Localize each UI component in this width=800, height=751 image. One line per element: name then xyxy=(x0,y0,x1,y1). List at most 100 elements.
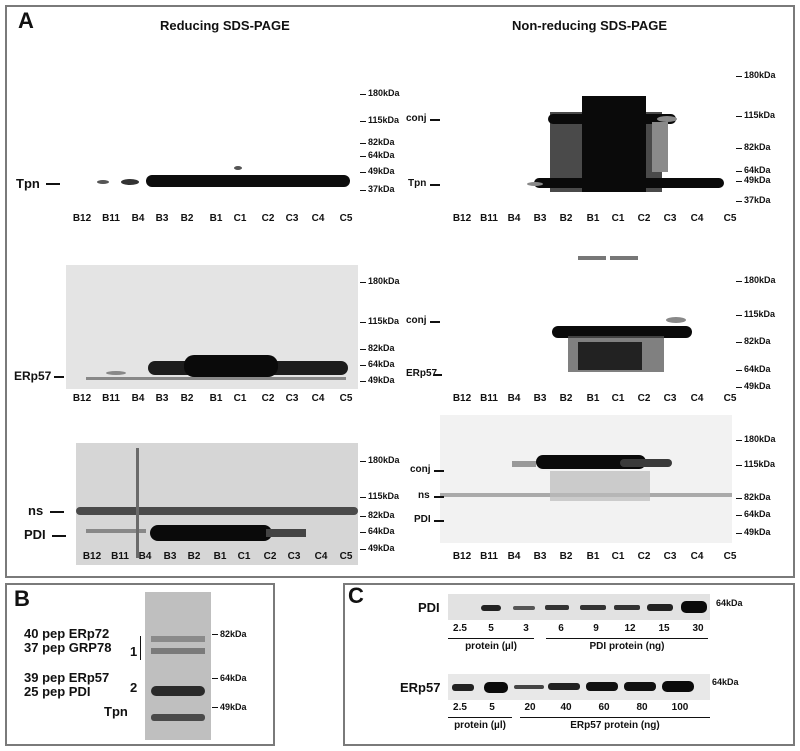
mw-label: 115kDa xyxy=(744,110,776,120)
band xyxy=(657,116,677,122)
band xyxy=(151,648,205,654)
mw-label: 82kDa xyxy=(368,343,395,353)
lane-label: B11 xyxy=(102,393,120,404)
mw-tick xyxy=(360,322,366,323)
panel-b-band-2: 2 xyxy=(130,680,138,695)
band xyxy=(150,525,272,541)
band xyxy=(234,166,242,170)
pdi-dash-reducing xyxy=(52,535,66,537)
mw-tick xyxy=(212,678,218,679)
lane-label: C4 xyxy=(690,393,704,404)
mw-tick xyxy=(736,342,742,343)
mw-label: 180kDa xyxy=(368,455,400,465)
mw-label: 82kDa xyxy=(368,510,395,520)
band xyxy=(610,256,638,260)
lane-label: B1 xyxy=(586,393,600,404)
mw-tick xyxy=(360,94,366,95)
lane-label: C4 xyxy=(311,213,325,224)
lane-label: B2 xyxy=(559,551,573,562)
mw-label: 49kDa xyxy=(744,527,771,537)
panel-c-rule-pdi-ng xyxy=(546,638,708,639)
lane-label: B4 xyxy=(138,551,152,562)
pdi-label-nr: PDI xyxy=(414,514,431,525)
panel-b-line-2: 37 pep GRP78 xyxy=(24,640,112,655)
pdi-dash-nr xyxy=(434,520,444,522)
mw-label: 64kDa xyxy=(368,150,395,160)
lane-label: C1 xyxy=(237,551,251,562)
lane-label: C5 xyxy=(723,551,737,562)
band xyxy=(86,377,346,380)
mw-label: 82kDa xyxy=(744,336,771,346)
band xyxy=(578,256,606,260)
mw-label: 115kDa xyxy=(744,309,776,319)
lane-label: B4 xyxy=(507,551,521,562)
band xyxy=(136,448,139,558)
band xyxy=(647,604,673,611)
lane-label: B12 xyxy=(82,551,102,562)
mw-tick xyxy=(360,172,366,173)
mw-tick xyxy=(360,549,366,550)
erp57-amount: 5 xyxy=(489,702,495,713)
mw-tick xyxy=(736,533,742,534)
lane-label: B3 xyxy=(155,213,169,224)
band xyxy=(614,605,640,610)
lane-label: B2 xyxy=(180,393,194,404)
panel-c-erp57-label: ERp57 xyxy=(400,680,441,695)
ns-label-reducing: ns xyxy=(28,503,44,518)
band xyxy=(452,684,474,691)
erp57-label-nr: ERp57 xyxy=(406,368,438,379)
lane-label: B11 xyxy=(480,393,498,404)
band xyxy=(151,636,205,642)
lane-label: B11 xyxy=(102,213,120,224)
mw-tick xyxy=(360,282,366,283)
mw-label: 82kDa xyxy=(744,492,771,502)
band xyxy=(514,685,544,689)
band xyxy=(484,682,508,693)
panel-c-letter: C xyxy=(348,583,364,608)
mw-tick xyxy=(360,381,366,382)
mw-tick xyxy=(736,116,742,117)
panel-c-erp57-ul-caption: protein (µl) xyxy=(454,720,506,731)
panel-b xyxy=(5,583,275,746)
lane-label: C1 xyxy=(611,551,625,562)
panel-b-band-1: 1 xyxy=(130,644,138,659)
mw-tick xyxy=(736,281,742,282)
mw-label: 64kDa xyxy=(744,509,771,519)
blot-reducing-erp57 xyxy=(66,265,358,389)
band xyxy=(86,529,146,533)
band xyxy=(512,461,536,467)
panel-b-marker-49: 49kDa xyxy=(220,702,247,712)
panel-a-letter: A xyxy=(18,8,34,33)
lane-label: C1 xyxy=(233,393,247,404)
lane-label: C2 xyxy=(261,213,275,224)
lane-label: C3 xyxy=(663,551,677,562)
mw-tick xyxy=(360,190,366,191)
band xyxy=(552,326,692,338)
lane-label: B2 xyxy=(559,213,573,224)
lane-label: C2 xyxy=(261,393,275,404)
mw-label: 49kDa xyxy=(368,543,395,553)
reducing-title: Reducing SDS-PAGE xyxy=(160,18,290,33)
lane-label: B1 xyxy=(586,551,600,562)
mw-label: 37kDa xyxy=(744,195,771,205)
tpn-dash-reducing xyxy=(46,183,60,185)
panel-c-pdi-ng-caption: PDI protein (ng) xyxy=(589,641,665,652)
lane-label: C4 xyxy=(314,551,328,562)
band xyxy=(536,455,646,469)
gel-background xyxy=(70,148,360,198)
band xyxy=(578,342,642,370)
band xyxy=(548,114,676,124)
band xyxy=(681,601,707,613)
mw-tick xyxy=(736,148,742,149)
band xyxy=(652,122,668,172)
pdi-amount: 2.5 xyxy=(453,623,467,634)
pdi-amount: 3 xyxy=(523,623,529,634)
blot-nonreducing-tpn xyxy=(442,56,732,200)
band xyxy=(97,180,109,184)
mw-label: 64kDa xyxy=(744,165,771,175)
mw-tick xyxy=(360,365,366,366)
mw-label: 49kDa xyxy=(368,166,395,176)
panel-b-tpn: Tpn xyxy=(104,704,128,719)
lane-label: C1 xyxy=(611,213,625,224)
blot-panel-c-erp57 xyxy=(448,674,710,700)
